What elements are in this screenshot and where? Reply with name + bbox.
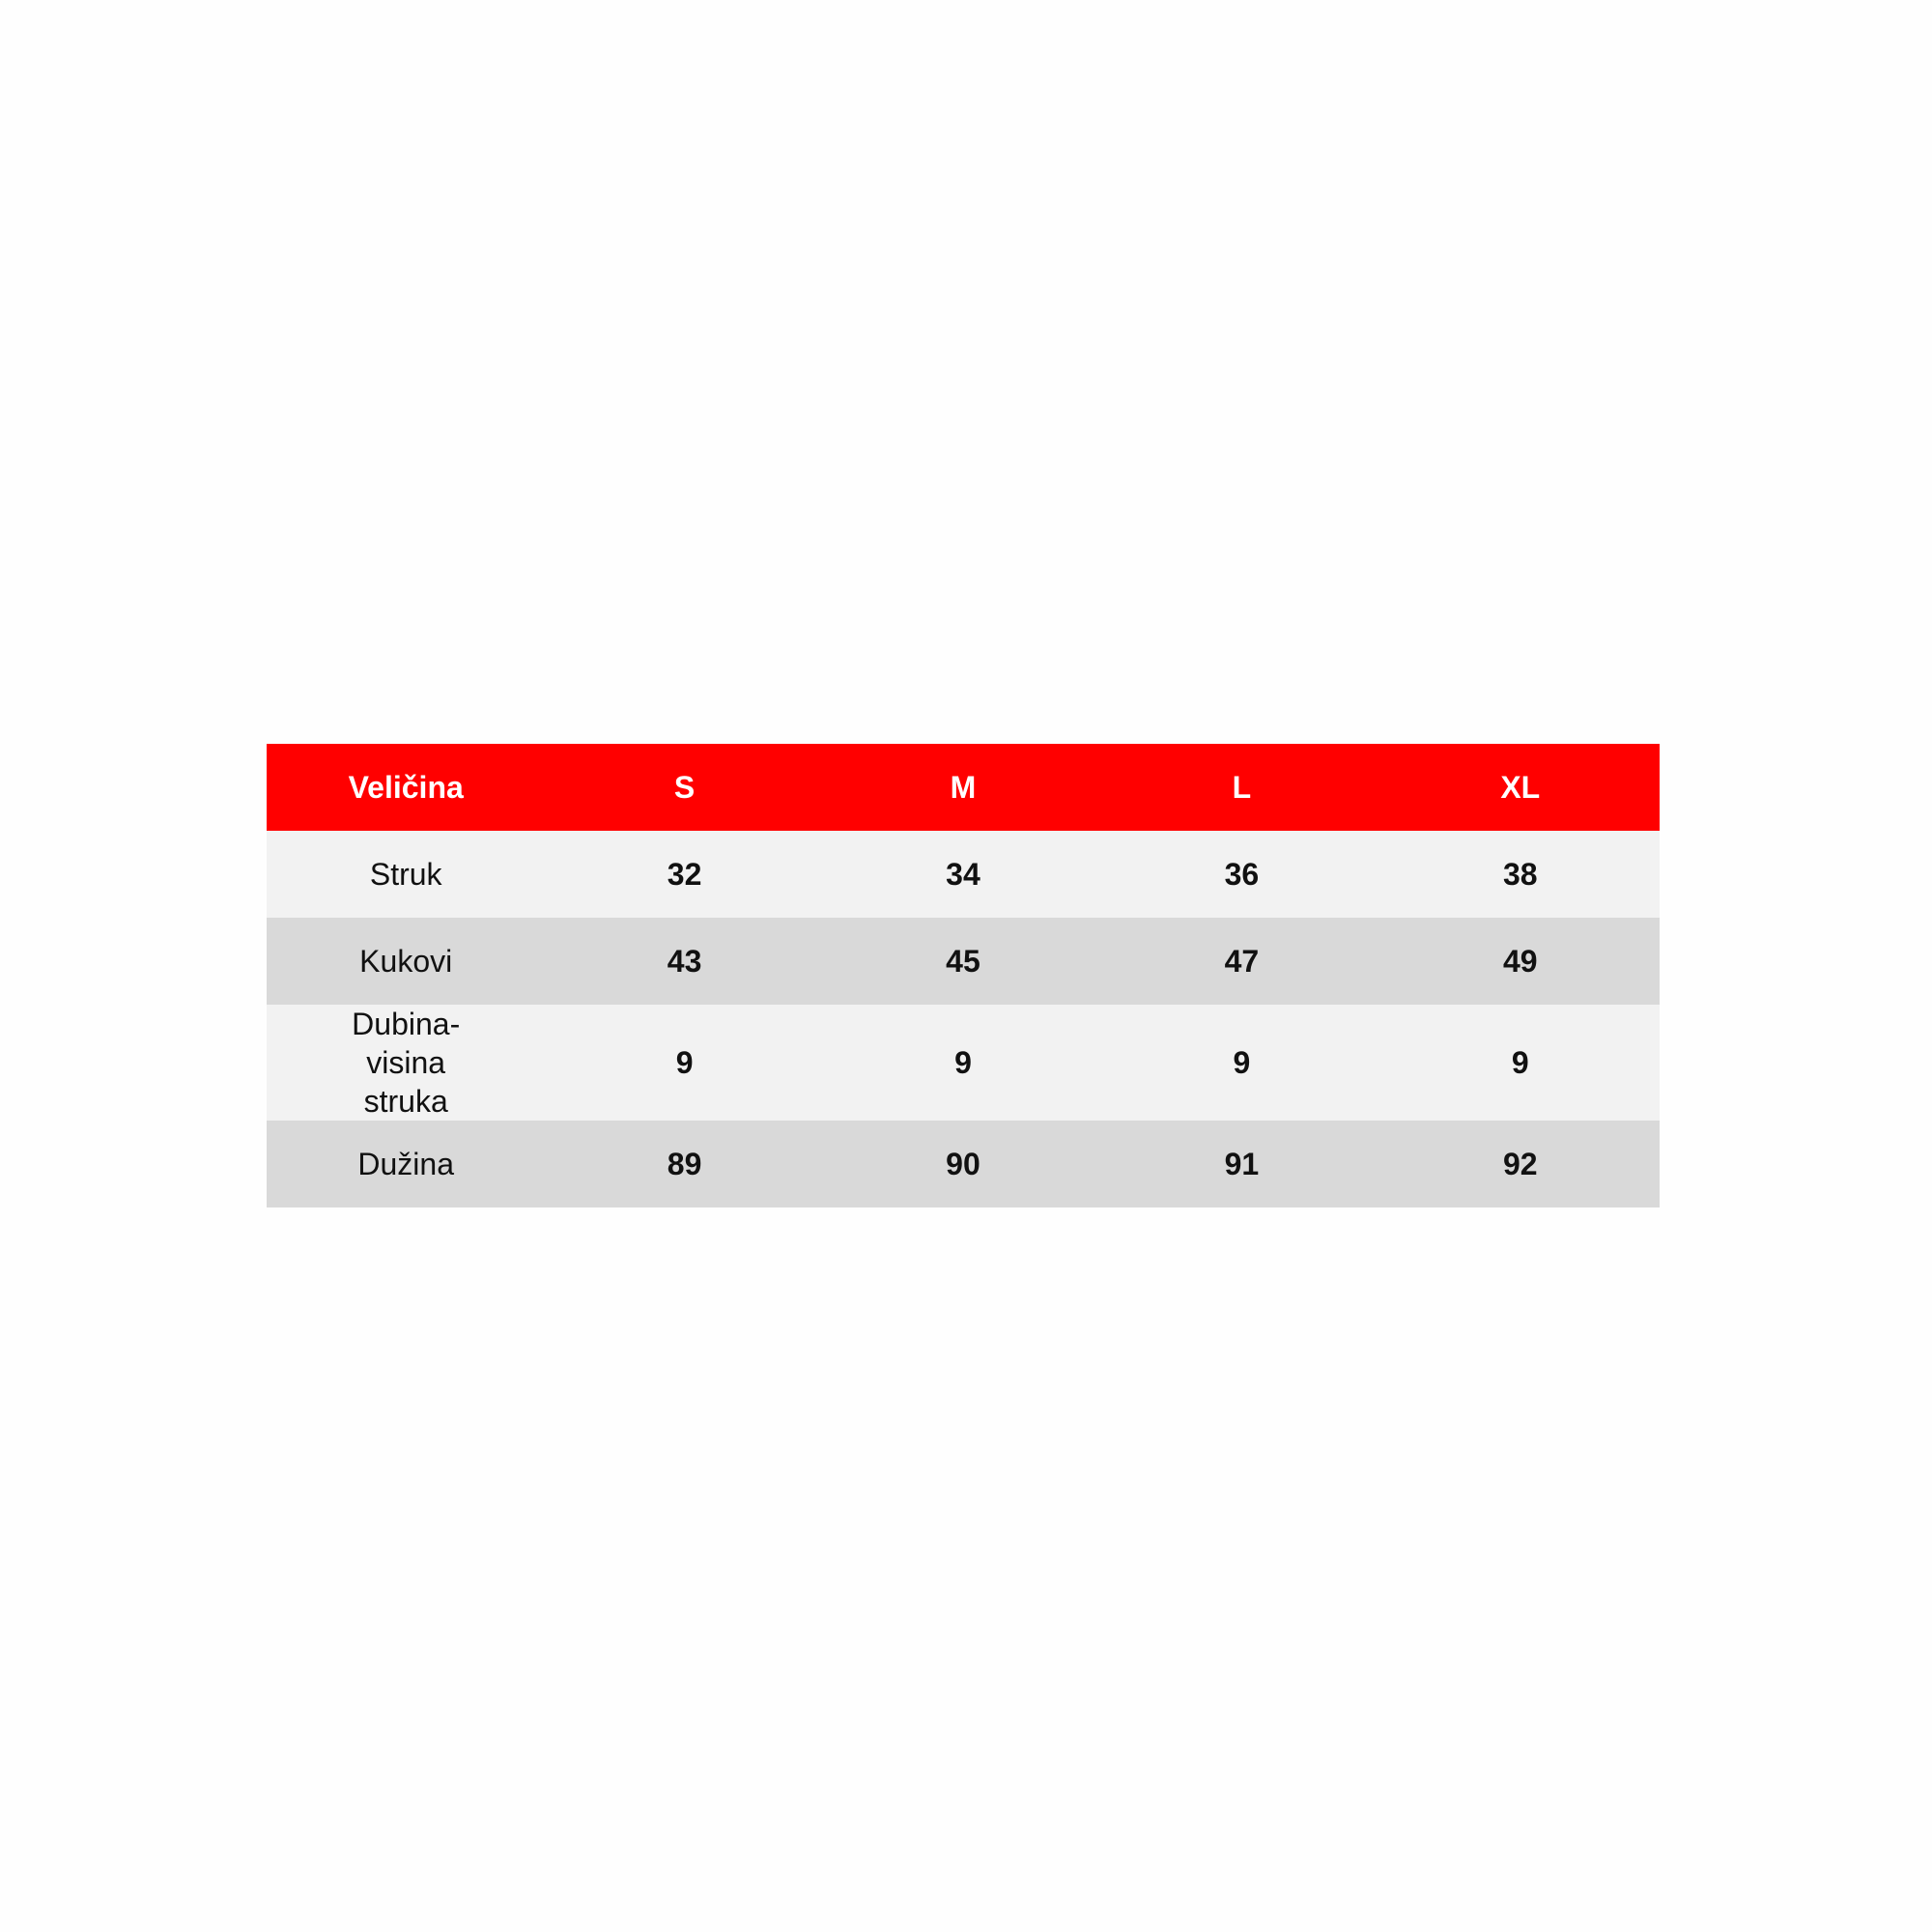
header-m: M [823, 744, 1103, 831]
header-s: S [545, 744, 824, 831]
cell-value: 47 [1102, 918, 1381, 1005]
cell-value: 36 [1102, 831, 1381, 918]
table-header-row: Veličina S M L XL [267, 744, 1660, 831]
header-size: Veličina [267, 744, 546, 831]
table-body: Struk 32 34 36 38 Kukovi 43 45 47 49 Dubina-visina… [267, 831, 1660, 1208]
cell-value: 90 [823, 1121, 1103, 1208]
row-label: Dubina-visina struka [267, 1005, 546, 1121]
header-xl: XL [1380, 744, 1660, 831]
cell-value: 9 [823, 1005, 1103, 1121]
cell-value: 49 [1380, 918, 1660, 1005]
cell-value: 9 [545, 1005, 824, 1121]
cell-value: 43 [545, 918, 824, 1005]
table-row: Dubina-visina struka 9 9 9 9 [267, 1005, 1660, 1121]
table-row: Kukovi 43 45 47 49 [267, 918, 1660, 1005]
table-row: Struk 32 34 36 38 [267, 831, 1660, 918]
cell-value: 45 [823, 918, 1103, 1005]
cell-value: 32 [545, 831, 824, 918]
cell-value: 89 [545, 1121, 824, 1208]
cell-value: 38 [1380, 831, 1660, 918]
row-label: Struk [267, 831, 546, 918]
table-row: Dužina 89 90 91 92 [267, 1121, 1660, 1208]
row-label: Dužina [267, 1121, 546, 1208]
cell-value: 92 [1380, 1121, 1660, 1208]
cell-value: 9 [1102, 1005, 1381, 1121]
size-chart-table: Veličina S M L XL Struk 32 34 36 38 Kukovi 43 4… [267, 744, 1660, 1208]
cell-value: 34 [823, 831, 1103, 918]
row-label: Kukovi [267, 918, 546, 1005]
header-l: L [1102, 744, 1381, 831]
cell-value: 91 [1102, 1121, 1381, 1208]
cell-value: 9 [1380, 1005, 1660, 1121]
